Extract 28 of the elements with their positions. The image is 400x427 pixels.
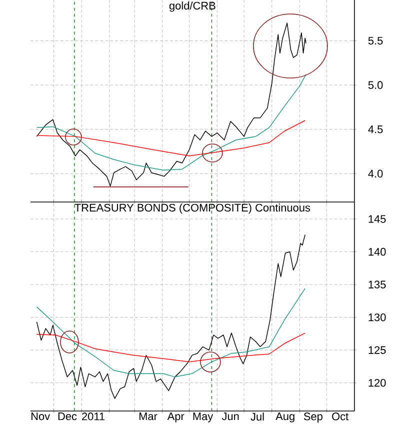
- y-tick-label: 135: [368, 280, 386, 288]
- y-tick-label: 125: [368, 346, 386, 354]
- x-tick-label: Nov: [31, 412, 50, 420]
- line-series: [36, 332, 306, 362]
- x-tick-label: Aug: [275, 412, 294, 422]
- y-tick-label: 4.5: [368, 126, 382, 134]
- x-tick-label: Sep: [304, 412, 322, 422]
- x-tick-label: 2011: [82, 412, 104, 420]
- x-tick-label: Mar: [139, 412, 158, 420]
- y-tick-label: 120: [368, 378, 386, 387]
- x-tick-label: May: [193, 412, 213, 422]
- x-tick-label: Jul: [250, 412, 264, 421]
- chart-title: TREASURY BONDS (COMPOSITE) Continuous: [74, 204, 310, 214]
- y-tick-label: 4.0: [368, 170, 382, 178]
- chart-title: gold/CRB: [169, 2, 216, 12]
- line-series: [36, 234, 306, 399]
- y-tick-label: 145: [368, 215, 386, 223]
- line-series: [36, 22, 306, 186]
- y-tick-label: 5.5: [368, 36, 382, 45]
- y-tick-label: 140: [368, 248, 386, 256]
- y-tick-label: 130: [368, 313, 386, 322]
- x-tick-label: Apr: [167, 412, 184, 422]
- x-tick-label: Jun: [222, 412, 238, 420]
- y-tick-label: 5.0: [368, 81, 382, 89]
- x-tick-label: Dec: [58, 412, 76, 420]
- x-tick-label: Oct: [332, 412, 348, 420]
- line-series: [36, 120, 306, 156]
- line-series: [36, 74, 306, 170]
